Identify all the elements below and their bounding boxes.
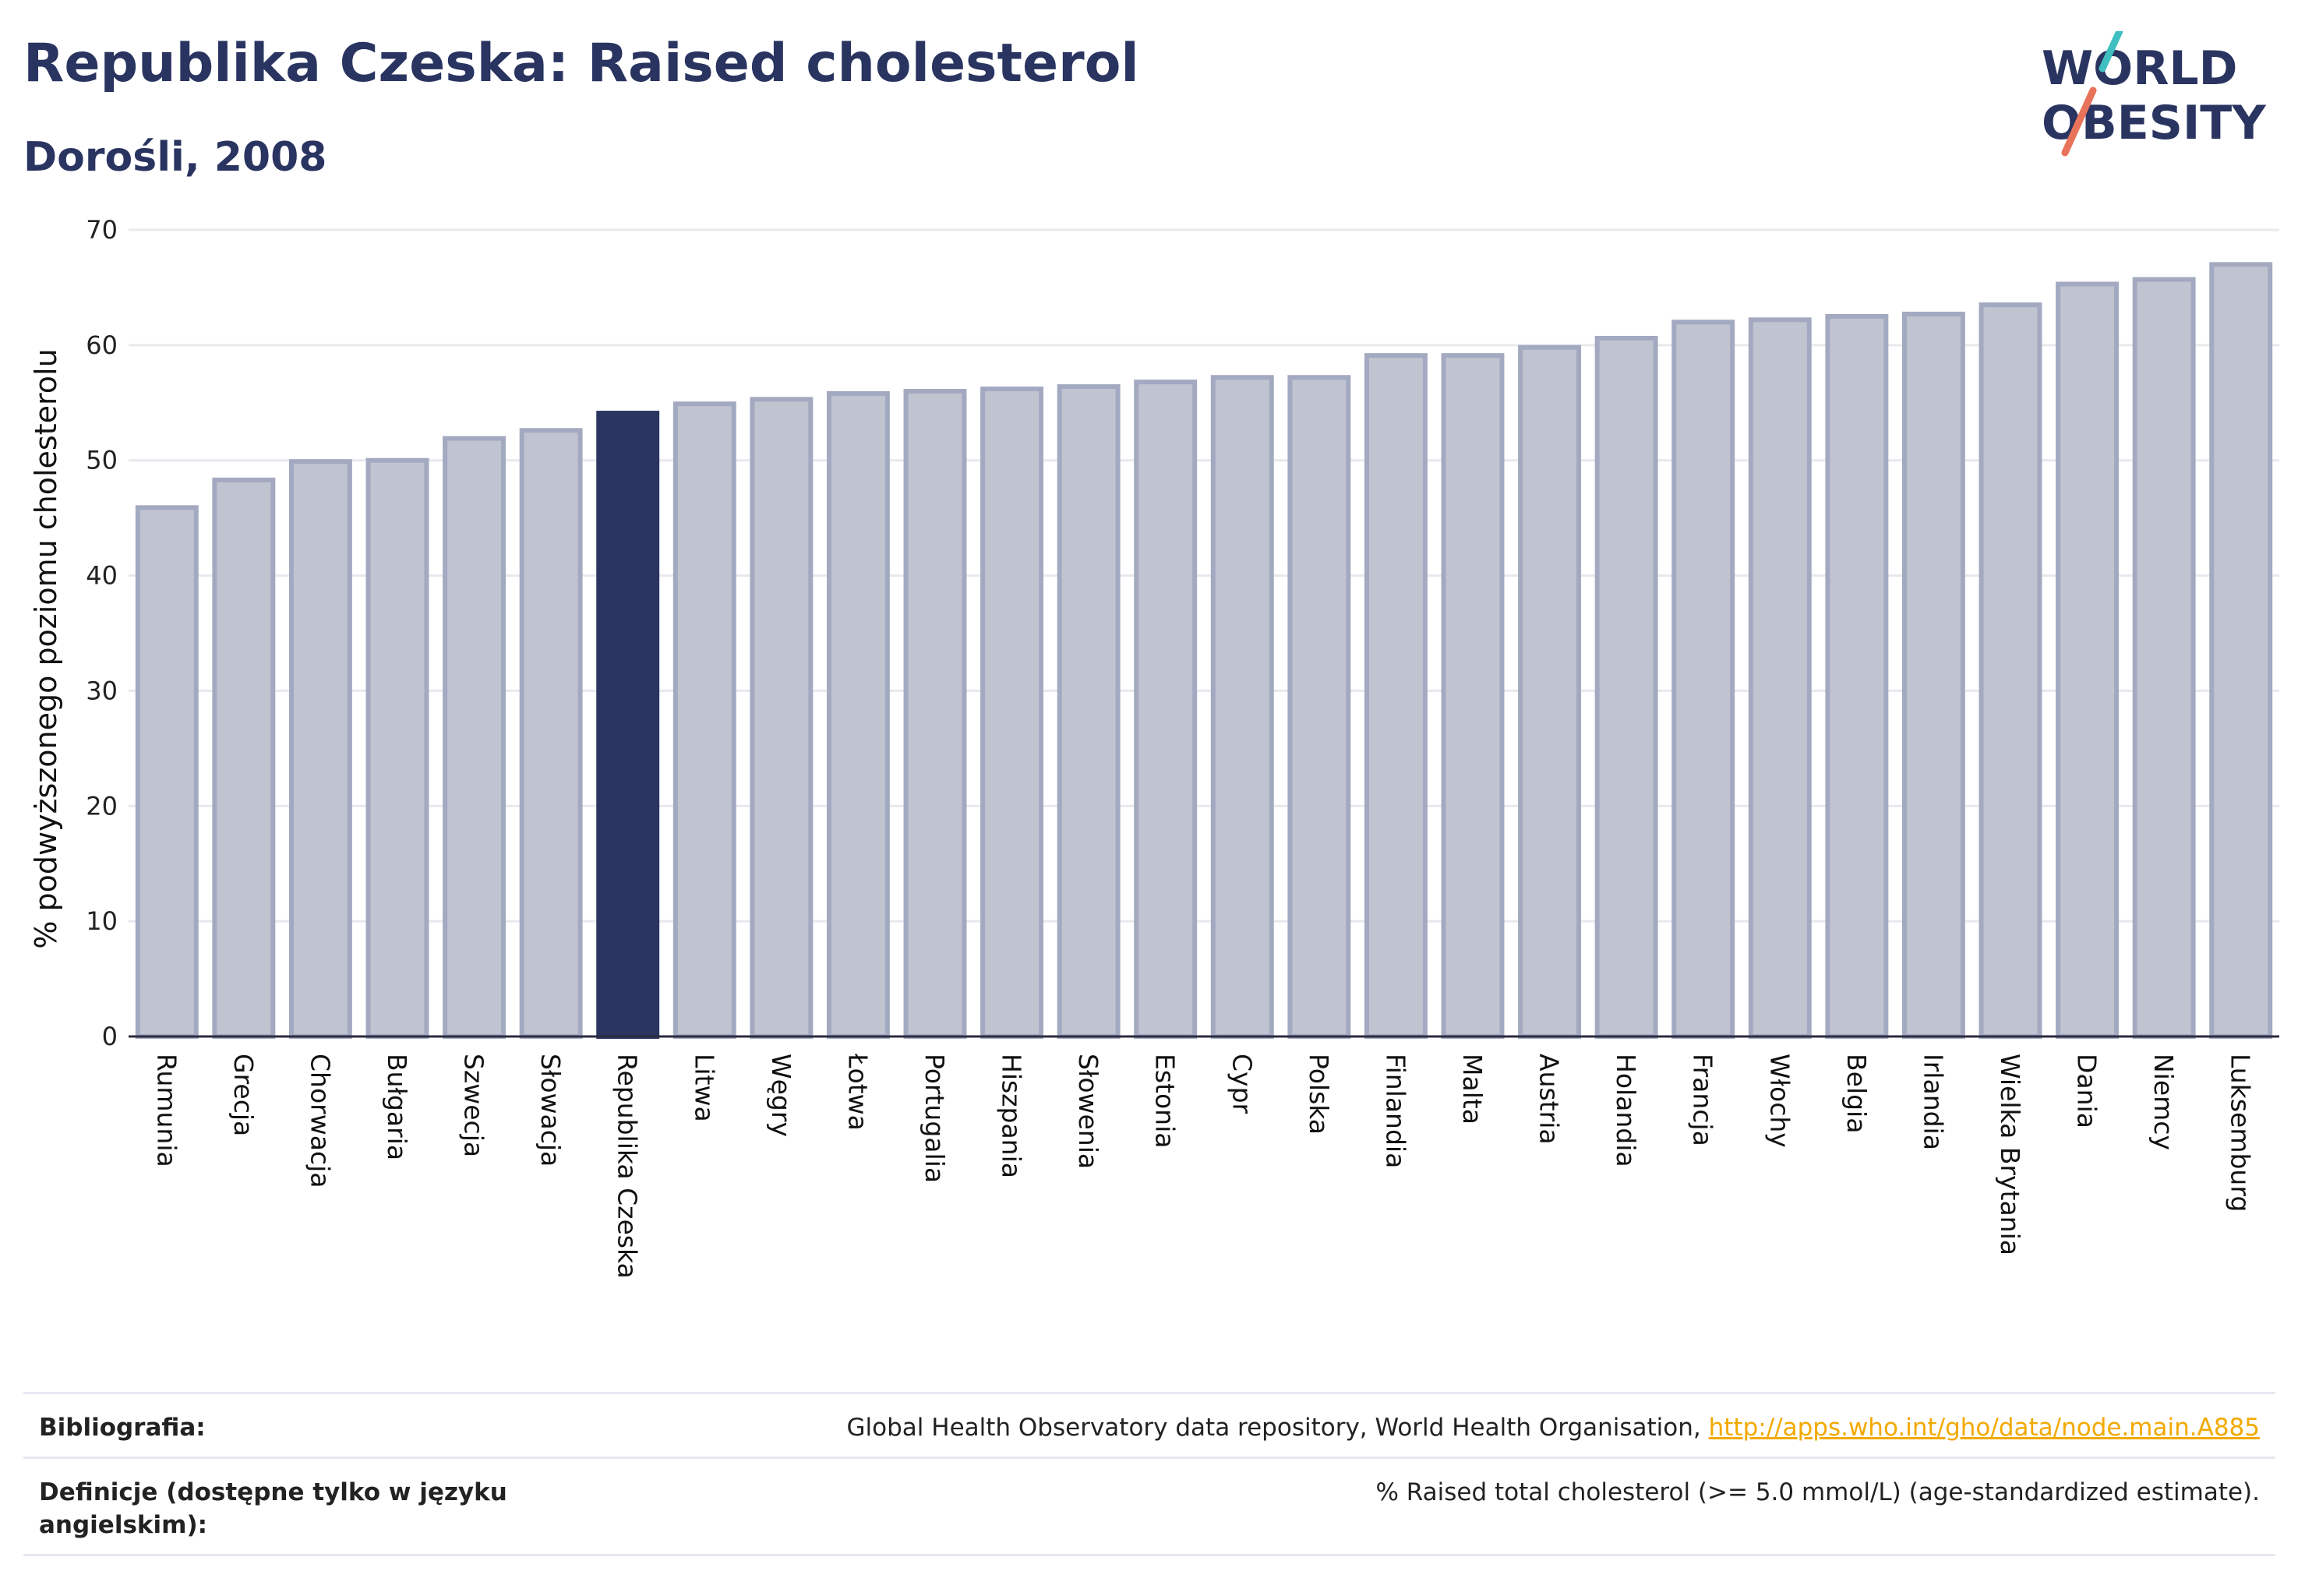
bibliography-link[interactable]: http://apps.who.int/gho/data/node.main.A… — [1708, 1414, 2260, 1442]
bar — [750, 397, 814, 1039]
y-tick-label: 30 — [86, 676, 118, 705]
bar — [135, 505, 199, 1039]
page-subtitle: Dorośli, 2008 — [23, 134, 327, 181]
x-tick-label: Belgia — [1841, 1054, 1872, 1133]
x-tick-label: Chorwacja — [305, 1054, 335, 1188]
bar — [443, 436, 507, 1039]
bar — [596, 411, 660, 1039]
bibliography-value: Global Health Observatory data repositor… — [847, 1411, 2260, 1444]
bar — [826, 390, 890, 1039]
bar — [1671, 320, 1735, 1039]
x-tick-label: Cypr — [1227, 1054, 1257, 1114]
bar — [672, 401, 736, 1039]
x-tick-label: Luksemburg — [2226, 1054, 2256, 1212]
bar — [1978, 302, 2042, 1040]
y-tick-label: 20 — [86, 791, 118, 821]
bar — [1518, 344, 1582, 1040]
bar — [288, 459, 352, 1039]
y-tick-label: 50 — [86, 446, 118, 475]
world-obesity-logo: WORLD OBESITY — [2042, 31, 2267, 157]
y-tick-label: 40 — [86, 561, 118, 591]
x-tick-label: Irlandia — [1918, 1054, 1948, 1150]
x-tick-label: Słowacja — [535, 1054, 566, 1167]
logo-line1: WORLD — [2042, 41, 2237, 96]
x-tick-label: Polska — [1304, 1054, 1334, 1135]
x-tick-label: Bułgaria — [382, 1054, 412, 1160]
bar-chart: 0 10 20 30 40 50 60 70 % podwyższonego poziomu c… — [29, 215, 2279, 1279]
x-tick-label: Łotwa — [842, 1053, 873, 1131]
bar — [1441, 353, 1505, 1039]
x-tick-label: Finlandia — [1380, 1054, 1410, 1168]
bibliography-row: Bibliografia: Global Health Observatory … — [23, 1392, 2275, 1457]
bibliography-label: Bibliografia: — [39, 1414, 206, 1442]
bar — [1210, 375, 1274, 1039]
x-tick-label: Estonia — [1150, 1054, 1181, 1148]
definitions-row: Definicje (dostępne tylko w języku angie… — [23, 1457, 2275, 1556]
x-tick-label: Dania — [2072, 1054, 2102, 1128]
x-tick-label: Francja — [1688, 1054, 1718, 1146]
x-tick-label: Malta — [1457, 1054, 1488, 1125]
bar — [2056, 281, 2120, 1039]
definitions-value: % Raised total cholesterol (>= 5.0 mmol/… — [1375, 1478, 2260, 1506]
y-tick-label: 0 — [102, 1022, 118, 1051]
bar — [212, 477, 276, 1039]
x-tick-label: Litwa — [689, 1054, 719, 1122]
bar — [1901, 311, 1965, 1039]
x-tick-label: Grecja — [228, 1054, 259, 1136]
bar — [2132, 277, 2196, 1040]
bar — [1057, 384, 1121, 1040]
bar — [2209, 262, 2273, 1040]
y-tick-label: 10 — [86, 906, 118, 936]
bar — [1594, 335, 1658, 1039]
x-tick-label: Portugalia — [920, 1054, 950, 1183]
bar — [1364, 353, 1428, 1039]
definitions-label: Definicje (dostępne tylko w języku angie… — [39, 1478, 507, 1539]
x-tick-label: Szwecja — [459, 1054, 489, 1157]
x-tick-label: Wielka Brytania — [1995, 1054, 2025, 1255]
y-tick-label: 70 — [86, 215, 118, 245]
x-tick-label: Słowenia — [1073, 1054, 1103, 1169]
bar — [1134, 380, 1198, 1039]
bar — [1287, 375, 1351, 1039]
x-tick-label: Niemcy — [2148, 1054, 2179, 1150]
y-tick-label: 60 — [86, 330, 118, 360]
x-tick-label: Austria — [1534, 1054, 1565, 1145]
bar — [980, 387, 1044, 1039]
x-tick-label: Republika Czeska — [612, 1054, 643, 1279]
page-title: Republika Czeska: Raised cholesterol — [23, 33, 1139, 94]
x-tick-label: Włochy — [1764, 1054, 1795, 1148]
bar — [1825, 313, 1889, 1039]
bar — [903, 389, 967, 1039]
bar — [519, 428, 583, 1039]
bar — [365, 457, 429, 1039]
bibliography-text: Global Health Observatory data repositor… — [846, 1414, 1709, 1442]
x-tick-label: Hiszpania — [997, 1054, 1027, 1178]
y-axis-title: % podwyższonego poziomu cholesterolu — [29, 348, 63, 948]
x-tick-label: Rumunia — [151, 1054, 182, 1167]
x-tick-label: Węgry — [766, 1054, 796, 1137]
bar — [1748, 317, 1812, 1040]
footer: Bibliografia: Global Health Observatory … — [23, 1392, 2275, 1556]
x-tick-label: Holandia — [1611, 1054, 1641, 1167]
